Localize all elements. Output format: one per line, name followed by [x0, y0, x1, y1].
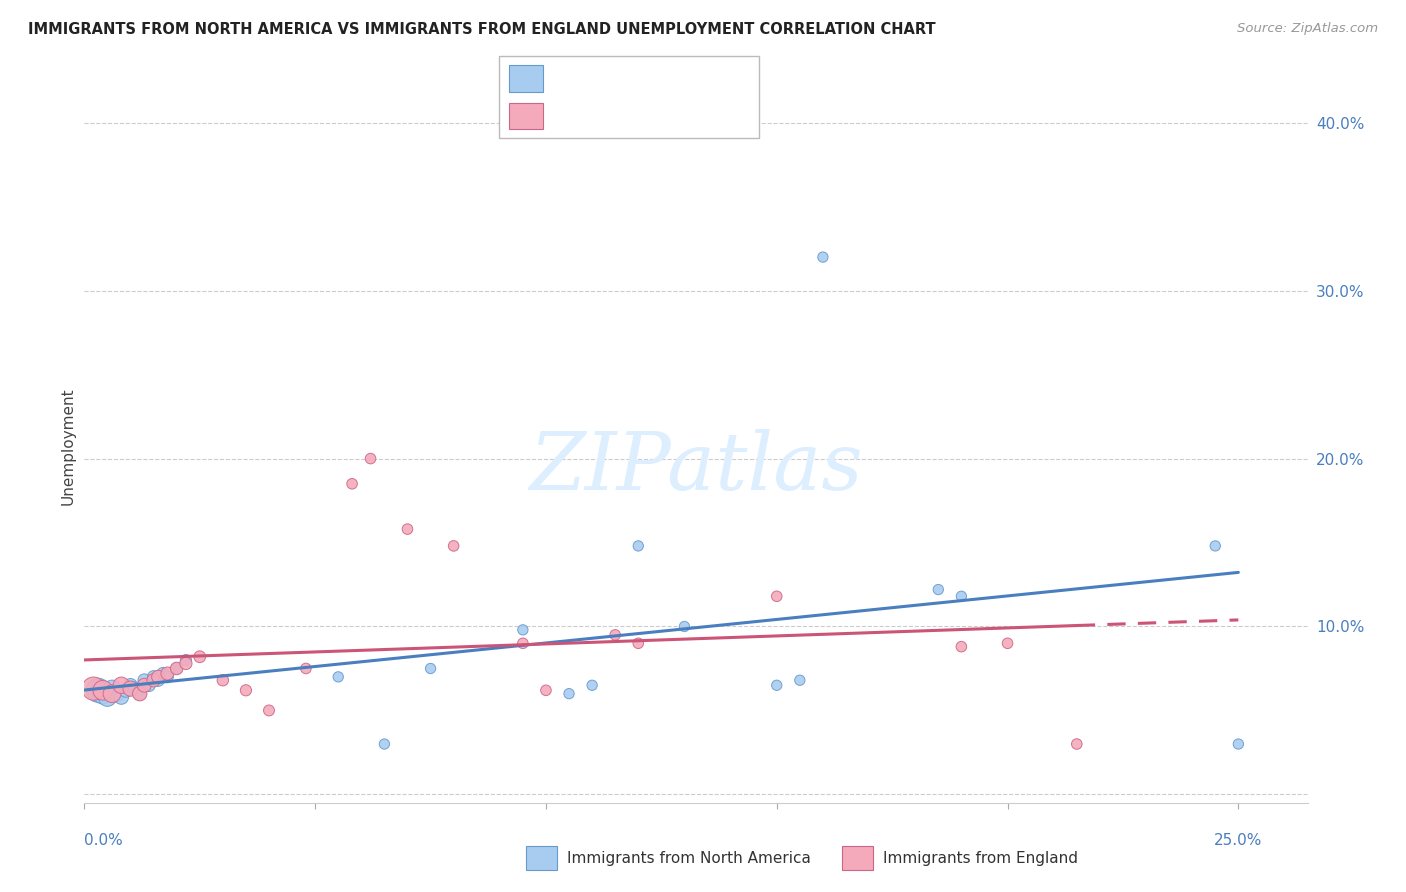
Point [134, 678, 156, 692]
Point [138, 678, 160, 692]
Point [128, 687, 150, 701]
Text: 0.0%: 0.0% [84, 833, 124, 848]
Point [997, 636, 1019, 650]
Text: 29: 29 [693, 109, 714, 124]
Point [142, 670, 165, 684]
Point [110, 690, 132, 704]
Point [156, 666, 179, 681]
Point [120, 678, 142, 692]
Point [558, 687, 581, 701]
Point [789, 673, 811, 688]
Point [166, 661, 188, 675]
Point [156, 670, 179, 684]
Point [105, 687, 128, 701]
Point [765, 589, 787, 603]
Point [1227, 737, 1250, 751]
Point [101, 681, 124, 696]
Point [512, 636, 534, 650]
Point [166, 661, 188, 675]
Point [83, 681, 105, 696]
Text: R =: R = [553, 70, 586, 86]
Point [96, 690, 118, 704]
Text: 25.0%: 25.0% [1215, 833, 1263, 848]
Point [91, 687, 114, 701]
Point [443, 539, 465, 553]
Point [148, 673, 170, 688]
Point [235, 683, 257, 698]
Text: 0.355: 0.355 [595, 70, 643, 86]
Text: Immigrants from North America: Immigrants from North America [567, 851, 810, 865]
Point [673, 619, 696, 633]
Point [811, 250, 834, 264]
Point [211, 673, 233, 688]
Point [124, 681, 146, 696]
Text: IMMIGRANTS FROM NORTH AMERICA VS IMMIGRANTS FROM ENGLAND UNEMPLOYMENT CORRELATIO: IMMIGRANTS FROM NORTH AMERICA VS IMMIGRA… [28, 22, 936, 37]
Point [328, 670, 350, 684]
Point [87, 683, 110, 698]
Point [605, 628, 627, 642]
Point [340, 476, 363, 491]
Text: 33: 33 [693, 70, 714, 86]
Point [419, 661, 441, 675]
Point [396, 522, 419, 536]
Point [765, 678, 787, 692]
Text: 0.316: 0.316 [595, 109, 643, 124]
Point [120, 681, 142, 696]
Text: R =: R = [553, 109, 586, 124]
Text: N =: N = [648, 70, 692, 86]
Point [174, 653, 197, 667]
Point [927, 582, 949, 597]
Text: N =: N = [648, 109, 692, 124]
Point [110, 678, 132, 692]
Text: Source: ZipAtlas.com: Source: ZipAtlas.com [1237, 22, 1378, 36]
Point [373, 737, 395, 751]
Point [115, 683, 138, 698]
Point [512, 623, 534, 637]
Point [1204, 539, 1226, 553]
Text: ZIPatlas: ZIPatlas [529, 429, 863, 506]
Point [360, 451, 382, 466]
Point [134, 673, 156, 688]
Point [148, 670, 170, 684]
Point [295, 661, 318, 675]
Text: Immigrants from England: Immigrants from England [883, 851, 1078, 865]
Point [101, 687, 124, 701]
Point [581, 678, 603, 692]
Point [142, 673, 165, 688]
Point [950, 640, 973, 654]
Point [950, 589, 973, 603]
Point [627, 636, 650, 650]
Point [1066, 737, 1088, 751]
Point [257, 703, 280, 717]
Point [627, 539, 650, 553]
Point [152, 666, 174, 681]
Point [174, 657, 197, 671]
Point [188, 649, 211, 664]
Point [534, 683, 557, 698]
Point [91, 683, 114, 698]
Point [128, 687, 150, 701]
Y-axis label: Unemployment: Unemployment [60, 387, 76, 505]
